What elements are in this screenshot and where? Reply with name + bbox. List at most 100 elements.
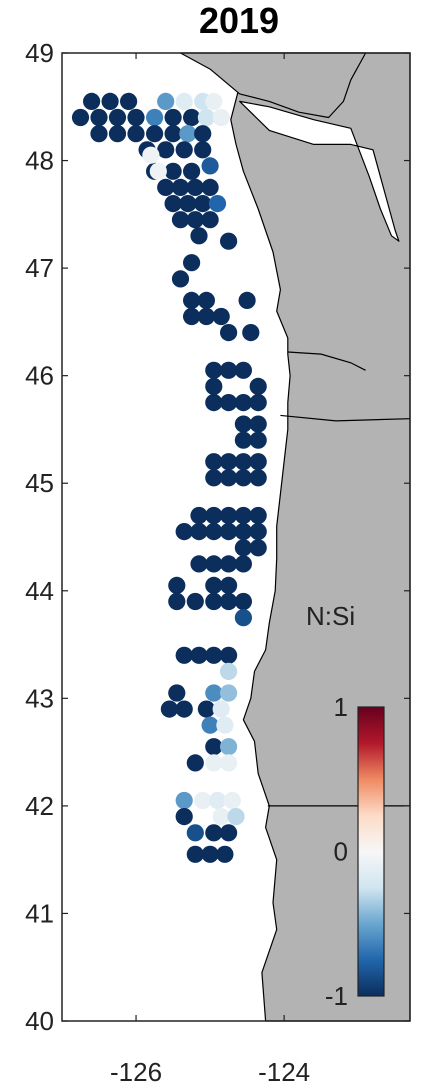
station-point (183, 254, 201, 272)
station-point (205, 738, 223, 756)
station-point (201, 178, 219, 196)
station-point (249, 453, 267, 471)
station-point (90, 108, 108, 127)
station-point (220, 232, 238, 250)
y-tick-label: 40 (25, 1006, 54, 1036)
station-point (175, 791, 193, 810)
station-point (234, 394, 252, 412)
station-point (234, 555, 252, 573)
station-point (220, 324, 238, 342)
map-axes: 49 48 47 46 45 44 43 42 41 40 -126 -124 (25, 38, 411, 1087)
station-point (186, 592, 204, 611)
wa-or-border (280, 414, 411, 422)
colorbar-ticks: 1 0 -1 (325, 692, 348, 1011)
station-point (249, 506, 267, 525)
station-point (183, 108, 201, 127)
station-point (212, 307, 230, 326)
y-tick-label: 43 (25, 683, 54, 713)
station-point (157, 141, 175, 159)
station-point (179, 195, 197, 213)
vancouver-island (179, 52, 367, 119)
station-point (220, 469, 238, 487)
station-point (220, 646, 238, 664)
station-point (190, 523, 208, 541)
y-tick-label: 41 (25, 898, 54, 928)
station-point (108, 108, 127, 127)
station-point (186, 824, 204, 842)
x-tick-label: -124 (258, 1057, 310, 1087)
station-point (242, 324, 260, 342)
station-point (220, 824, 238, 842)
station-point (205, 361, 223, 379)
station-point (175, 141, 193, 159)
station-point (175, 646, 193, 664)
station-point (249, 539, 267, 557)
station-point (197, 700, 215, 718)
station-point (164, 108, 182, 127)
station-point (234, 361, 252, 379)
station-point (108, 125, 127, 143)
station-points (71, 92, 267, 863)
station-point (208, 791, 227, 810)
station-point (197, 291, 215, 309)
columbia-river (287, 351, 366, 371)
station-point (101, 92, 119, 110)
station-point (249, 394, 267, 412)
station-point (220, 754, 238, 772)
salish-sea (239, 100, 400, 242)
station-point (205, 377, 223, 395)
station-point (171, 211, 190, 229)
station-point (71, 108, 90, 127)
colorbar-tick-label: 0 (334, 837, 348, 867)
y-tick-label: 46 (25, 361, 54, 391)
station-point (212, 808, 230, 826)
station-point (179, 125, 197, 143)
station-point (234, 506, 252, 525)
station-point (190, 506, 208, 525)
colorbar-label: N:Si (306, 601, 355, 631)
station-point (157, 92, 175, 110)
station-point (220, 662, 238, 681)
station-point (205, 469, 223, 487)
station-point (175, 523, 193, 541)
station-point (168, 684, 186, 702)
station-point (186, 845, 204, 863)
station-point (220, 592, 238, 611)
y-tick-label: 45 (25, 468, 54, 498)
station-point (234, 523, 252, 541)
station-point (120, 92, 138, 110)
station-point (249, 523, 267, 541)
station-point (223, 791, 241, 810)
station-point (220, 523, 238, 541)
station-point (220, 453, 238, 471)
station-point (205, 576, 223, 595)
station-point (220, 506, 238, 525)
station-point (194, 125, 212, 143)
station-point (220, 361, 238, 379)
y-tick-label: 44 (25, 576, 54, 606)
y-tick-label: 48 (25, 146, 54, 176)
station-point (208, 195, 227, 213)
station-point (205, 453, 223, 471)
station-point (205, 92, 223, 110)
station-point (142, 146, 160, 164)
station-point (205, 592, 223, 611)
station-point (220, 738, 238, 756)
station-point (197, 108, 215, 127)
station-point (171, 178, 190, 196)
station-point (186, 211, 204, 229)
station-point (216, 716, 234, 734)
station-point (183, 291, 201, 309)
station-point (194, 141, 212, 159)
station-point (234, 431, 252, 449)
station-point (205, 684, 223, 702)
y-tick-label: 47 (25, 253, 54, 283)
station-point (146, 125, 164, 143)
station-point (168, 576, 186, 595)
x-tick-label: -126 (110, 1057, 162, 1087)
station-point (175, 700, 193, 718)
station-point (205, 824, 223, 842)
station-point (227, 808, 245, 826)
station-point (186, 178, 204, 196)
station-point (234, 609, 252, 627)
